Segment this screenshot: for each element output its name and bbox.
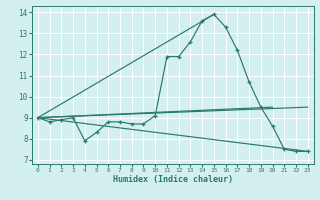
X-axis label: Humidex (Indice chaleur): Humidex (Indice chaleur) <box>113 175 233 184</box>
